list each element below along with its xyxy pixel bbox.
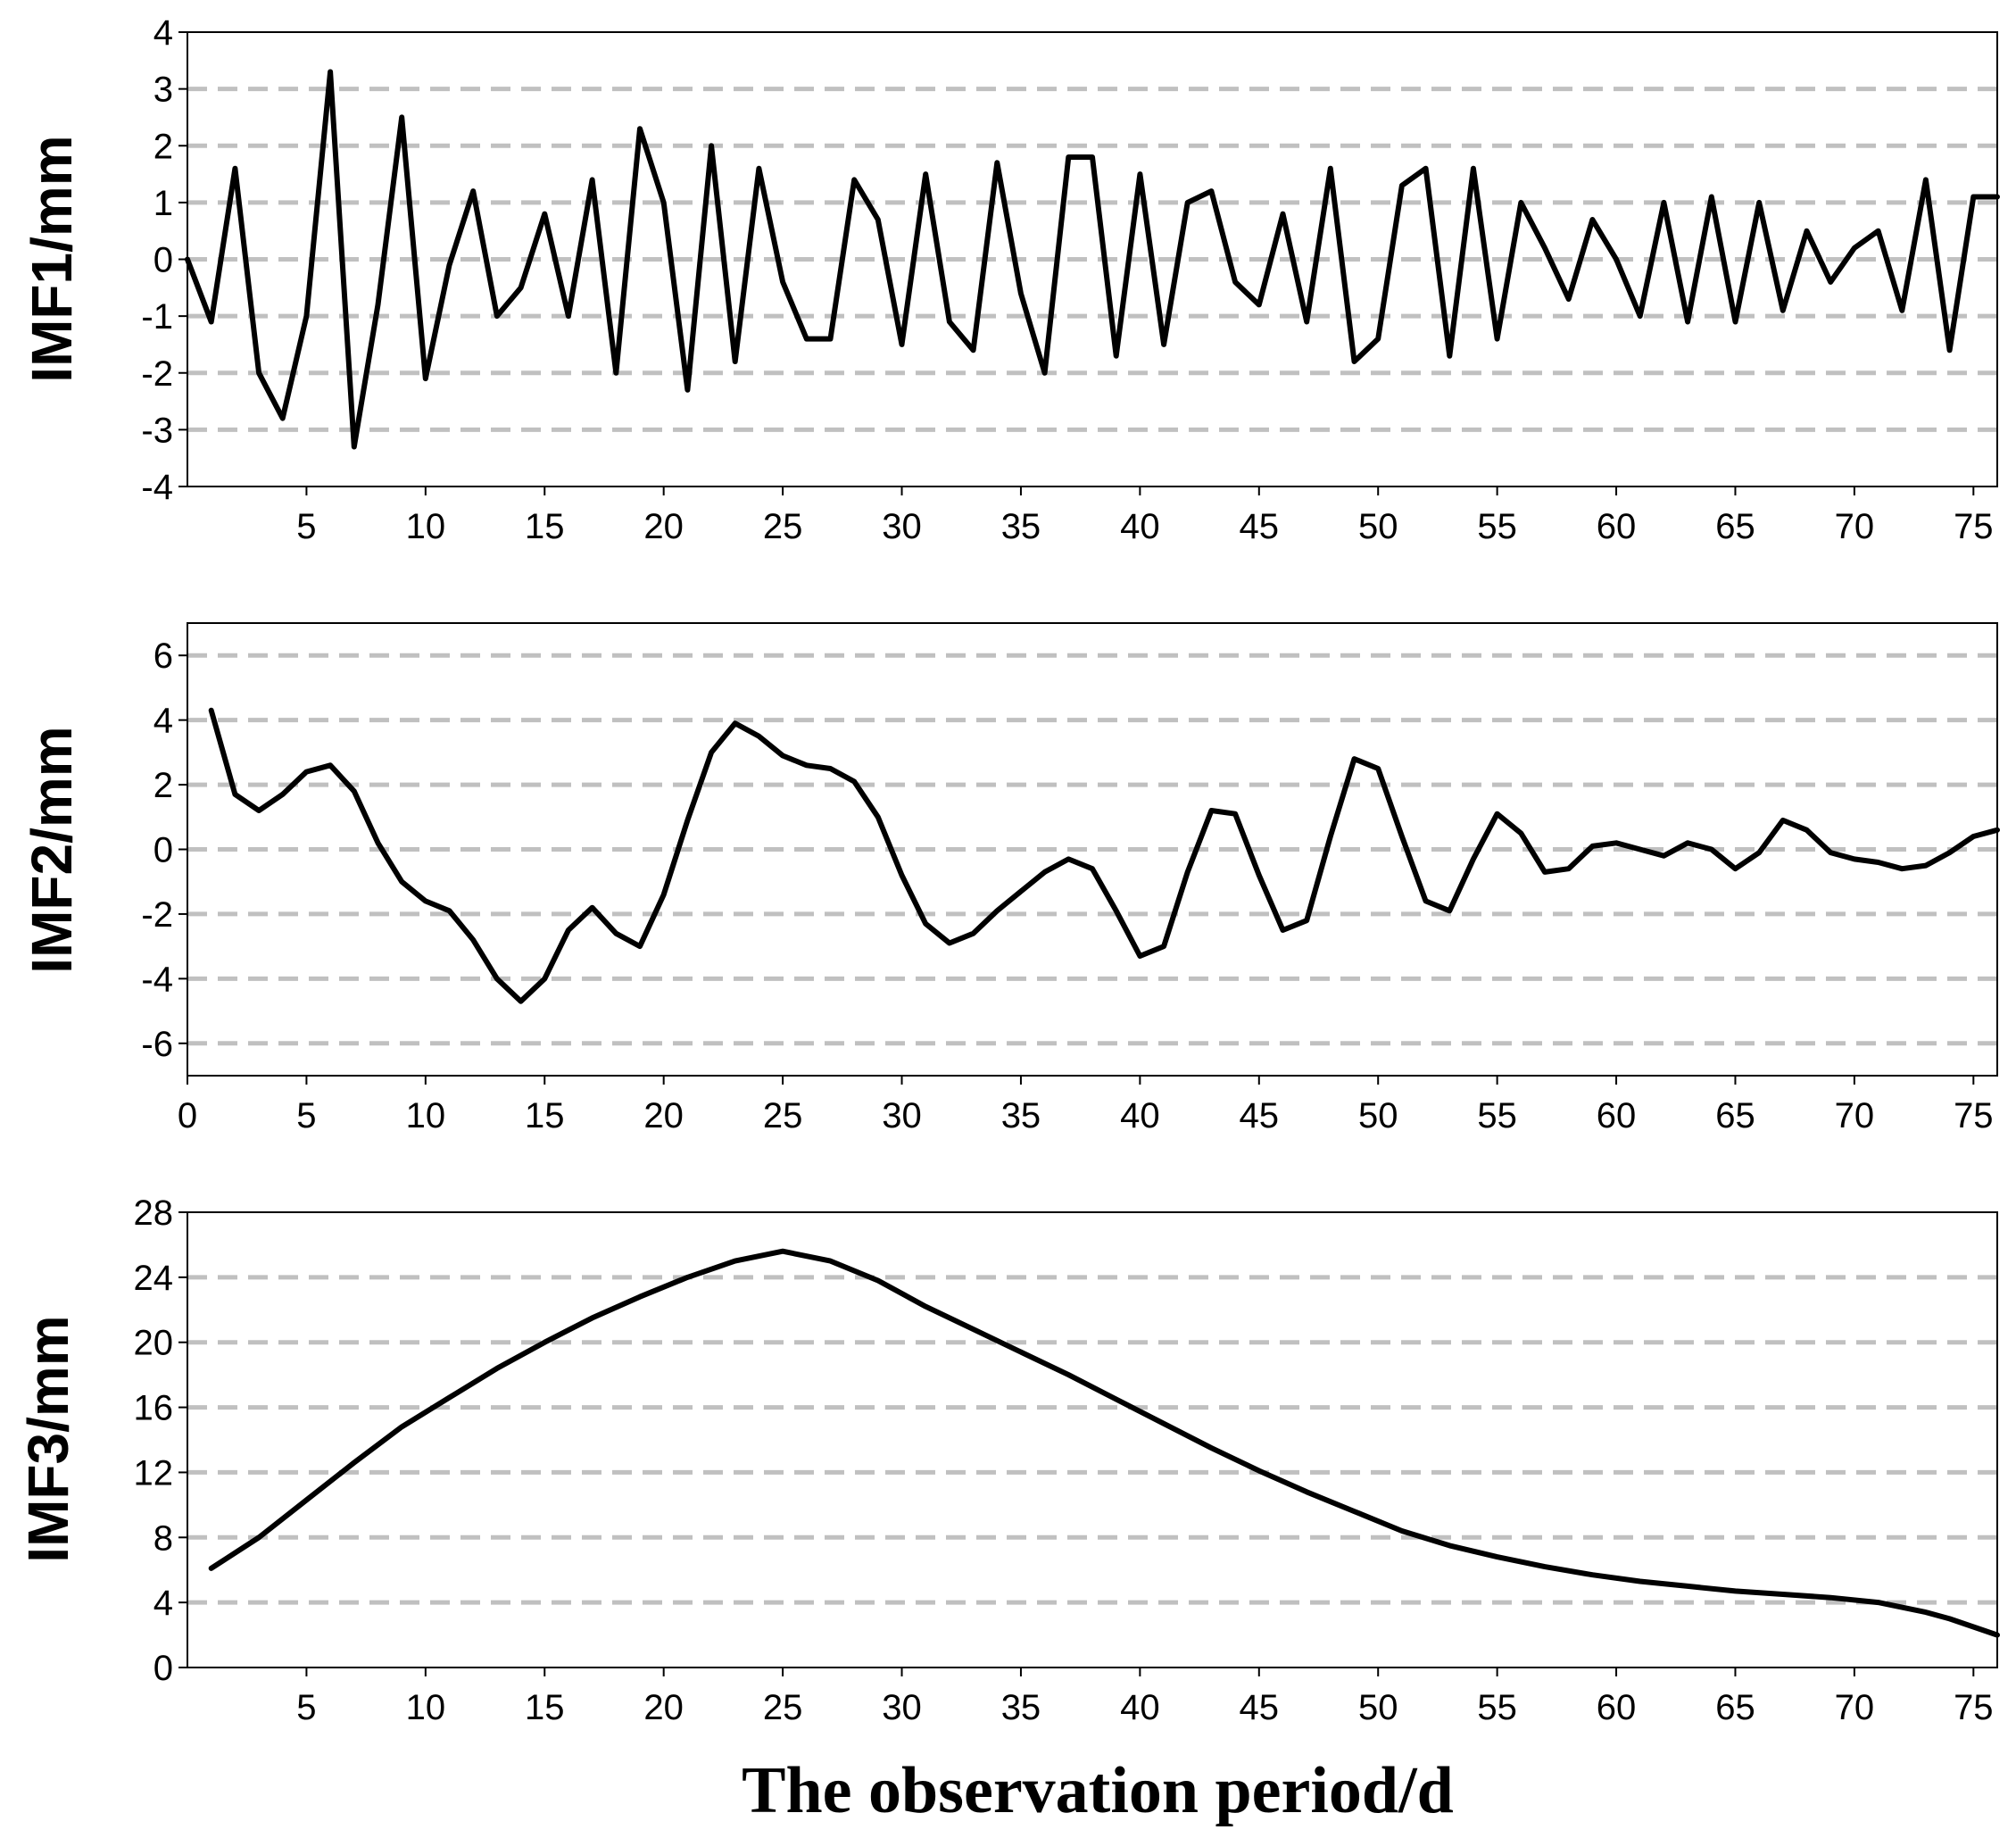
plot-frame [187,1211,1998,1668]
y-tick-label: -1 [141,297,173,337]
x-tick-label: 65 [1715,507,1755,546]
y-tick-label: 2 [153,127,173,166]
x-tick-label: 75 [1954,1096,1994,1135]
x-tick-label: 10 [406,507,446,546]
x-tick-label: 45 [1240,1688,1280,1727]
x-tick-label: 25 [763,1096,803,1135]
series-line [208,707,2000,1004]
x-tick-label: 75 [1954,1688,1994,1727]
x-tick-label: 25 [763,1688,803,1727]
y-axis-title: IMF3/mm [16,1315,80,1562]
x-tick-label: 45 [1240,507,1280,546]
x-tick-label: 30 [882,1688,922,1727]
y-tick-label: 4 [153,1584,173,1623]
x-tick-label: 5 [296,1096,316,1135]
y-tick-label: -4 [141,960,173,999]
x-tick-label: 60 [1597,507,1637,546]
x-tick-label: 35 [1001,507,1041,546]
x-tick-label: 15 [525,507,565,546]
x-tick-label: 20 [643,507,684,546]
x-tick-label: 70 [1835,1096,1875,1135]
x-tick-label: 70 [1835,507,1875,546]
y-tick-label: 0 [153,1649,173,1688]
y-axis-title: IMF2/mm [20,726,84,973]
x-tick-label: 5 [296,1688,316,1727]
x-tick-label: 65 [1715,1688,1755,1727]
y-tick-label: 0 [153,831,173,870]
x-tick-label: 50 [1358,1688,1398,1727]
x-tick-label: 55 [1477,507,1517,546]
imf3-panel: 0 4 8 12 16 20 24 28 5 10 15 20 25 30 35 40 45 50 55 60 65 70… [16,1193,2000,1727]
x-tick-label: 35 [1001,1096,1041,1135]
y-tick-label: 4 [153,13,173,53]
x-tick-label: 60 [1597,1688,1637,1727]
x-tick-label: 40 [1120,507,1160,546]
y-tick-label: 1 [153,184,173,223]
x-tick-label: 10 [406,1096,446,1135]
y-tick-label: 16 [134,1389,174,1428]
y-axis-title: IMF1/mm [20,135,84,382]
x-tick-label: 45 [1240,1096,1280,1135]
y-tick-label: 2 [153,766,173,805]
x-tick-label: 25 [763,507,803,546]
plot-frame [187,622,1998,1077]
x-tick-label: 50 [1358,507,1398,546]
x-tick-label: 55 [1477,1688,1517,1727]
series-line [185,69,2000,450]
x-axis-title: The observation period/d [742,1754,1454,1827]
x-tick-label: 55 [1477,1096,1517,1135]
y-tick-label: 28 [134,1193,174,1233]
y-tick-label: 20 [134,1324,174,1363]
y-tick-label: -6 [141,1025,173,1064]
x-tick-label: 5 [296,507,316,546]
x-tick-label: 40 [1120,1688,1160,1727]
y-tick-label: 24 [134,1259,174,1298]
x-tick-label: 0 [178,1096,197,1135]
x-tick-label: 35 [1001,1688,1041,1727]
y-tick-label: 6 [153,636,173,676]
x-tick-label: 30 [882,507,922,546]
y-tick-label: 3 [153,71,173,110]
y-tick-label: -4 [141,468,173,507]
y-tick-label: 12 [134,1453,174,1493]
y-tick-label: -2 [141,354,173,394]
x-tick-label: 30 [882,1096,922,1135]
x-tick-label: 50 [1358,1096,1398,1135]
x-tick-label: 70 [1835,1688,1875,1727]
x-tick-label: 20 [643,1688,684,1727]
x-tick-label: 75 [1954,507,1994,546]
x-tick-label: 15 [525,1096,565,1135]
y-tick-label: 4 [153,702,173,741]
y-tick-label: -3 [141,411,173,450]
x-tick-label: 15 [525,1688,565,1727]
x-tick-label: 20 [643,1096,684,1135]
series-line [208,1248,2000,1638]
y-tick-label: 8 [153,1518,173,1558]
y-tick-label: 0 [153,241,173,280]
x-tick-label: 60 [1597,1096,1637,1135]
x-tick-label: 40 [1120,1096,1160,1135]
y-tick-label: -2 [141,895,173,935]
x-tick-label: 10 [406,1688,446,1727]
x-tick-label: 65 [1715,1096,1755,1135]
